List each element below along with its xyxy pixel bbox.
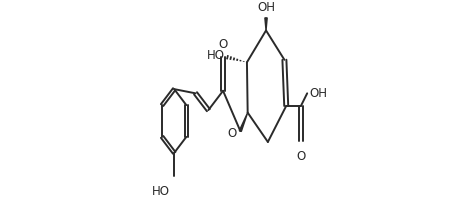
Text: HO: HO [207,49,225,62]
Text: OH: OH [309,87,327,100]
Text: O: O [296,149,305,163]
Text: O: O [227,127,236,140]
Text: HO: HO [152,185,170,198]
Polygon shape [239,113,247,131]
Polygon shape [264,18,267,30]
Text: OH: OH [257,1,274,14]
Text: O: O [218,38,227,51]
